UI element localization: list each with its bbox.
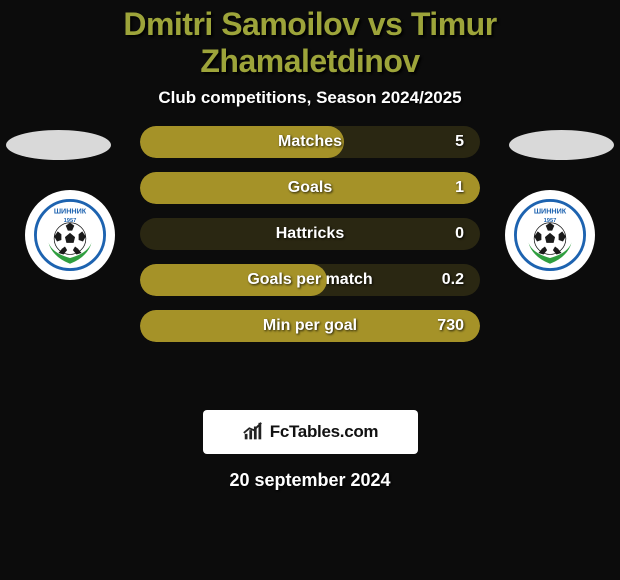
stat-bar-label: Hattricks — [140, 218, 480, 250]
brand-box: FcTables.com — [203, 410, 418, 454]
stat-bar-hattricks: Hattricks0 — [140, 218, 480, 250]
stat-bar-value: 730 — [437, 310, 464, 342]
subtitle: Club competitions, Season 2024/2025 — [0, 88, 620, 108]
stat-bar-label: Goals — [140, 172, 480, 204]
player1-pill — [6, 130, 111, 160]
brand-text: FcTables.com — [270, 422, 379, 442]
stat-bar-label: Goals per match — [140, 264, 480, 296]
stat-bar-goals-per-match: Goals per match0.2 — [140, 264, 480, 296]
stat-bar-min-per-goal: Min per goal730 — [140, 310, 480, 342]
stat-bar-label: Matches — [140, 126, 480, 158]
comparison-panel: ШИННИК 1957 ШИННИК 1957 Matches5Goals1 — [0, 138, 620, 398]
player2-club-badge: ШИННИК 1957 — [505, 190, 595, 280]
player1-club-badge: ШИННИК 1957 — [25, 190, 115, 280]
vs-separator: vs — [368, 6, 403, 42]
player2-pill — [509, 130, 614, 160]
stat-bar-label: Min per goal — [140, 310, 480, 342]
page-title: Dmitri Samoilov vs Timur Zhamaletdinov — [0, 0, 620, 82]
chart-icon — [242, 421, 264, 443]
svg-text:ШИННИК: ШИННИК — [534, 206, 567, 215]
stat-bar-value: 0.2 — [442, 264, 464, 296]
player1-name: Dmitri Samoilov — [123, 6, 359, 42]
stat-bar-matches: Matches5 — [140, 126, 480, 158]
timestamp: 20 september 2024 — [0, 470, 620, 491]
stat-bar-goals: Goals1 — [140, 172, 480, 204]
stat-bar-value: 1 — [455, 172, 464, 204]
stat-bars: Matches5Goals1Hattricks0Goals per match0… — [140, 126, 480, 342]
svg-text:ШИННИК: ШИННИК — [54, 206, 87, 215]
stat-bar-value: 5 — [455, 126, 464, 158]
stat-bar-value: 0 — [455, 218, 464, 250]
